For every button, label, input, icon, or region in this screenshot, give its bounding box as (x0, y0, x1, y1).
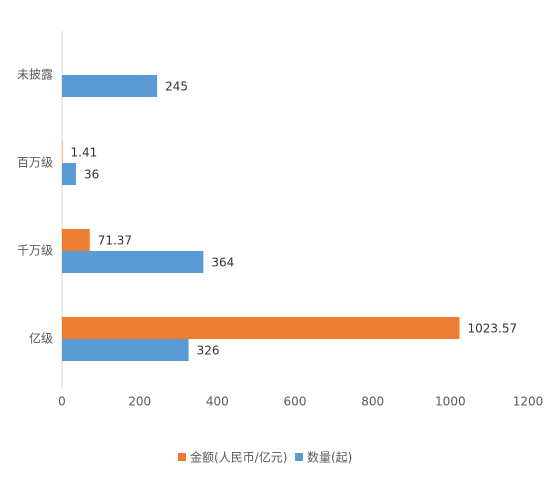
value-label: 1023.57 (467, 322, 517, 336)
x-tick-label: 600 (284, 395, 307, 409)
x-tick-label: 400 (206, 395, 229, 409)
y-tick-label: 百万级 (17, 156, 53, 170)
x-tick-label: 800 (361, 395, 384, 409)
legend-swatch (178, 453, 186, 461)
value-label: 364 (211, 256, 234, 270)
bar (62, 317, 460, 339)
value-label: 71.37 (98, 234, 132, 248)
legend-label: 数量(起) (307, 450, 352, 465)
bar (62, 141, 63, 163)
y-tick-label: 未披露 (17, 68, 53, 82)
legend-label: 金额(人民币/亿元) (190, 450, 287, 465)
bar (62, 229, 90, 251)
bar (62, 339, 189, 361)
value-label: 1.41 (71, 146, 98, 160)
legend-swatch (295, 453, 303, 461)
bar (62, 163, 76, 185)
x-tick-label: 1200 (513, 395, 544, 409)
value-label: 36 (84, 168, 99, 182)
x-tick-label: 1000 (435, 395, 466, 409)
value-label: 326 (197, 344, 220, 358)
y-tick-label: 千万级 (17, 244, 53, 258)
value-label: 245 (165, 80, 188, 94)
bar (62, 251, 204, 273)
x-tick-label: 200 (128, 395, 151, 409)
bar (62, 75, 158, 97)
y-tick-label: 亿级 (29, 331, 53, 346)
x-tick-label: 0 (58, 395, 66, 409)
